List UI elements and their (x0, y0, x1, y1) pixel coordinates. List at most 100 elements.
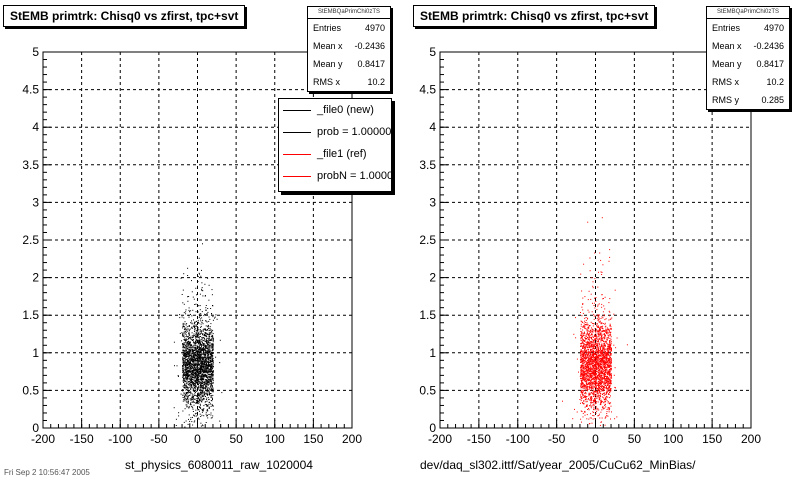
data-point (204, 332, 206, 334)
data-point (196, 369, 198, 371)
data-point (609, 381, 611, 383)
data-point (205, 358, 207, 360)
data-point (199, 406, 200, 408)
data-point (187, 371, 189, 373)
data-point (597, 332, 599, 334)
data-point (616, 416, 618, 418)
data-point (602, 378, 604, 380)
data-point (207, 364, 209, 366)
data-point (588, 373, 590, 375)
data-point (207, 308, 209, 309)
data-point (188, 401, 189, 403)
legend-label: prob = 1.000000 (317, 126, 392, 138)
data-point (184, 397, 186, 399)
data-point (190, 348, 192, 350)
data-point (182, 368, 184, 370)
data-point (604, 335, 606, 337)
data-point (586, 396, 587, 398)
data-point (207, 397, 209, 399)
data-point (604, 397, 606, 399)
data-point (208, 408, 210, 409)
data-point (197, 347, 199, 349)
data-point (183, 352, 185, 354)
data-point (590, 398, 592, 400)
data-point (610, 358, 612, 360)
data-point (597, 357, 599, 359)
data-point (605, 359, 607, 361)
data-point (597, 355, 599, 357)
data-point (583, 403, 585, 405)
data-point (605, 370, 607, 372)
data-point (210, 380, 212, 382)
data-point (206, 333, 208, 335)
data-point (181, 332, 183, 334)
data-point (592, 287, 594, 289)
data-point (599, 358, 601, 360)
data-point (598, 318, 600, 320)
data-point (595, 357, 597, 359)
data-point (201, 359, 203, 360)
data-point (595, 402, 597, 404)
data-point (596, 363, 598, 365)
data-point (184, 358, 186, 359)
data-point (600, 341, 602, 343)
data-point (202, 373, 204, 375)
data-point (206, 390, 208, 392)
data-point (606, 411, 608, 413)
data-point (183, 374, 185, 376)
data-point (605, 331, 607, 333)
data-point (585, 380, 587, 382)
data-point (198, 352, 200, 354)
data-point (601, 371, 603, 373)
stats-label: Entries (313, 23, 342, 33)
data-point (186, 342, 188, 344)
data-point (590, 417, 592, 419)
data-point (586, 374, 588, 376)
data-point (212, 359, 214, 361)
data-point (599, 382, 601, 384)
data-point (598, 391, 600, 393)
data-point (583, 362, 585, 364)
data-point (592, 341, 593, 343)
data-point (205, 387, 207, 389)
x-tick-label: 150 (303, 432, 323, 446)
data-point (193, 364, 195, 366)
data-point (189, 382, 191, 384)
data-point (201, 411, 203, 413)
data-point (199, 388, 201, 390)
data-point (598, 383, 600, 385)
data-point (194, 420, 196, 422)
data-point (182, 397, 184, 398)
data-point (201, 367, 203, 369)
data-point (602, 345, 604, 347)
data-point (190, 360, 191, 362)
data-point (189, 334, 191, 336)
data-point (203, 381, 205, 383)
data-point (188, 343, 190, 345)
data-point (204, 370, 206, 372)
data-point (592, 329, 594, 331)
data-point (607, 353, 609, 355)
data-point (188, 370, 190, 372)
data-point (191, 387, 193, 389)
data-point (583, 359, 584, 361)
data-point (205, 386, 207, 387)
data-point (212, 319, 214, 321)
data-point (600, 421, 602, 423)
data-point (607, 360, 609, 362)
data-point (185, 404, 187, 406)
data-point (187, 352, 189, 354)
data-point (601, 407, 603, 409)
data-point (201, 381, 203, 382)
data-point (211, 382, 213, 384)
data-point (596, 401, 598, 403)
data-point (210, 394, 212, 396)
data-point (601, 379, 603, 381)
data-point (581, 357, 583, 359)
data-point (205, 365, 207, 367)
data-point (212, 337, 214, 339)
data-point (199, 343, 201, 344)
data-point (186, 355, 188, 357)
data-point (194, 330, 195, 332)
data-point (204, 348, 206, 349)
